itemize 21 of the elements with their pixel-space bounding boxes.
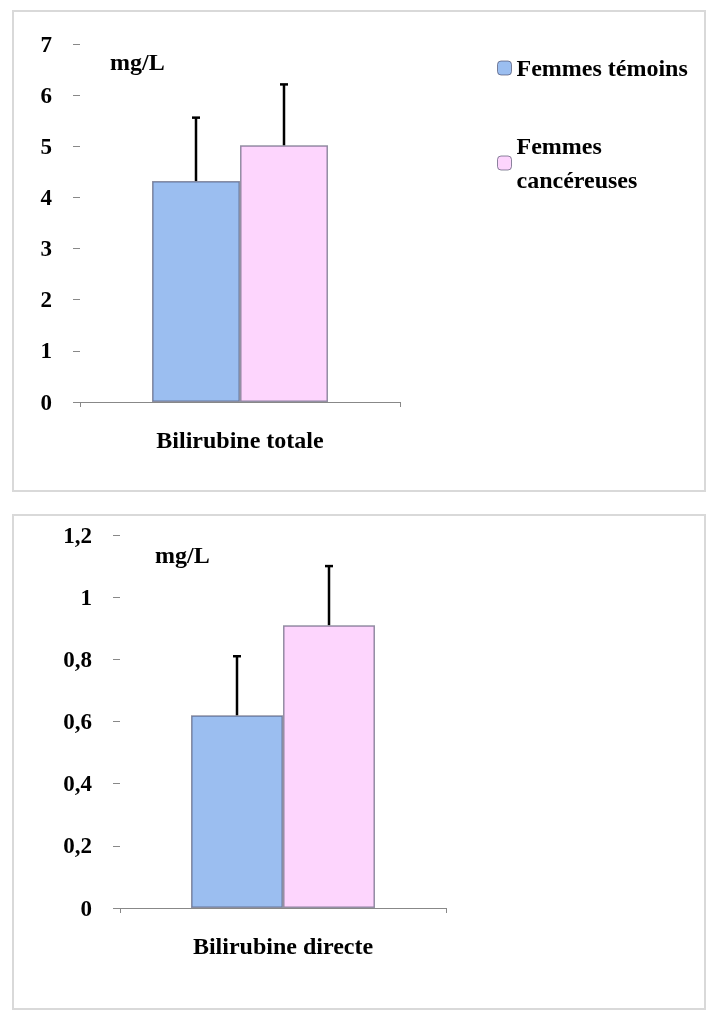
y-tick-label: 5 xyxy=(40,133,52,159)
y-tick-label: 6 xyxy=(40,82,52,108)
y-tick-label: 0 xyxy=(80,895,92,921)
y-tick-label: 4 xyxy=(40,184,53,210)
y-tick-label: 0,2 xyxy=(63,833,92,859)
y-tick-label: 1 xyxy=(40,338,52,364)
y-tick-label: 0 xyxy=(40,389,52,415)
y-axis-title: mg/L xyxy=(155,542,210,568)
y-tick-label: 2 xyxy=(40,287,52,313)
x-tick-label: Bilirubine totale xyxy=(156,427,325,453)
x-tick-label: Bilirubine directe xyxy=(192,933,374,959)
y-tick-label: 0,8 xyxy=(63,646,92,672)
y-axis-title: mg/L xyxy=(110,49,165,75)
legend-label: Femmes témoins xyxy=(516,55,688,81)
legend-label: Femmes cancéreuses xyxy=(516,133,638,193)
y-tick-label: 0,6 xyxy=(63,709,92,734)
y-tick-label: 0,4 xyxy=(63,771,93,797)
y-tick-label: 1,2 xyxy=(63,522,92,548)
y-tick-label: 7 xyxy=(40,31,52,57)
y-tick-label: 1 xyxy=(80,584,92,610)
y-tick-label: 3 xyxy=(40,236,52,262)
